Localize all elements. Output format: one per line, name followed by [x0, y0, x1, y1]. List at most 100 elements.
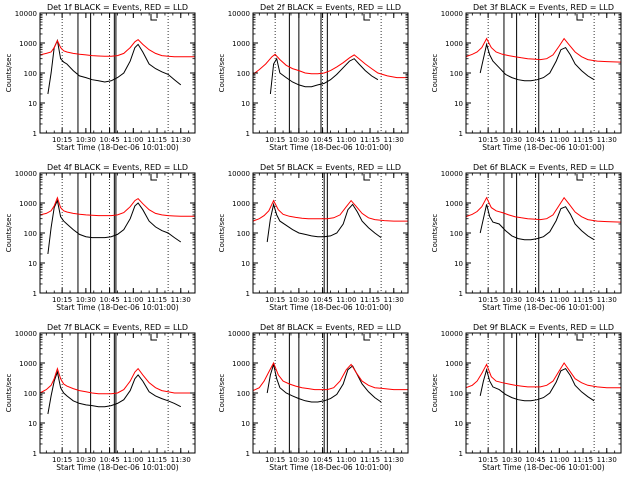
x-tick-label: 10:30: [502, 296, 522, 304]
y-tick-label: 100: [450, 70, 463, 78]
y-tick-label: 1000: [19, 40, 37, 48]
x-axis-label: Start Time (18-Dec-06 10:01:00): [482, 143, 604, 152]
x-tick-label: 10:30: [289, 456, 309, 464]
x-axis-label: Start Time (18-Dec-06 10:01:00): [269, 463, 391, 472]
y-tick-label: 100: [237, 390, 250, 398]
y-tick-label: 1: [246, 290, 250, 298]
x-axis-label: Start Time (18-Dec-06 10:01:00): [269, 303, 391, 312]
x-tick-label: 10:45: [312, 456, 332, 464]
panel-det-8: 1 10 100 1000 10000 10:15 10:30 10:45 11:00 11:15…: [218, 323, 409, 472]
x-tick-label: 10:15: [265, 456, 285, 464]
x-tick-label: 10:45: [99, 296, 119, 304]
panel-title: Det 6f BLACK = Events, RED = LLD: [473, 163, 614, 172]
x-tick-label: 10:15: [265, 296, 285, 304]
x-tick-label: 10:15: [52, 296, 72, 304]
y-tick-label: 10: [28, 100, 37, 108]
panel-title: Det 9f BLACK = Events, RED = LLD: [473, 323, 614, 332]
lld-series-line: [253, 199, 408, 222]
y-tick-label: 10: [454, 100, 463, 108]
x-tick-label: 10:45: [99, 136, 119, 144]
x-tick-label: 10:45: [525, 136, 545, 144]
x-tick-label: 11:15: [147, 136, 167, 144]
y-tick-label: 10: [454, 260, 463, 268]
y-tick-label: 1000: [19, 200, 37, 208]
corner-mark: [363, 174, 370, 181]
x-tick-label: 11:15: [147, 456, 167, 464]
panel-title: Det 7f BLACK = Events, RED = LLD: [47, 323, 188, 332]
x-tick-label: 11:30: [597, 456, 617, 464]
panel-det-6: 1 10 100 1000 10000 10:15 10:30 10:45 11:00 11:15…: [431, 163, 622, 312]
plot-frame: [252, 172, 409, 294]
x-axis-label: Start Time (18-Dec-06 10:01:00): [482, 303, 604, 312]
events-series-line: [47, 38, 182, 95]
x-tick-label: 11:15: [573, 456, 593, 464]
panel-title: Det 3f BLACK = Events, RED = LLD: [473, 3, 614, 12]
y-axis-label: Counts/sec: [218, 54, 226, 93]
panel-title: Det 2f BLACK = Events, RED = LLD: [260, 3, 401, 12]
events-series-line: [266, 362, 382, 403]
plot-frame: [252, 332, 409, 454]
y-axis-label: Counts/sec: [431, 54, 439, 93]
events-series-line: [47, 370, 182, 415]
x-tick-label: 11:15: [147, 296, 167, 304]
corner-mark: [363, 14, 370, 21]
x-tick-label: 11:00: [549, 296, 569, 304]
x-tick-label: 10:15: [478, 296, 498, 304]
y-tick-label: 10000: [228, 10, 250, 18]
y-tick-label: 10: [241, 260, 250, 268]
y-axis-label: Counts/sec: [5, 214, 13, 253]
x-tick-label: 10:15: [478, 456, 498, 464]
panel-title: Det 4f BLACK = Events, RED = LLD: [47, 163, 188, 172]
panel-det-7: 1 10 100 1000 10000 10:15 10:30 10:45 11:00 11:15…: [5, 323, 196, 472]
x-tick-label: 11:00: [549, 136, 569, 144]
panel-det-2: 1 10 100 1000 10000 10:15 10:30 10:45 11:00 11:15…: [218, 3, 409, 152]
series-group: [40, 38, 195, 95]
y-axis-label: Counts/sec: [5, 54, 13, 93]
x-tick-label: 11:00: [336, 136, 356, 144]
y-axis-label: Counts/sec: [5, 374, 13, 413]
series-group: [40, 196, 195, 255]
y-tick-label: 100: [450, 390, 463, 398]
lld-series-line: [40, 38, 195, 58]
panel-det-4: 1 10 100 1000 10000 10:15 10:30 10:45 11:00 11:15…: [5, 163, 196, 312]
y-tick-label: 1000: [445, 40, 463, 48]
panel-det-9: 1 10 100 1000 10000 10:15 10:30 10:45 11:00 11:15…: [431, 323, 622, 472]
y-tick-label: 10: [241, 100, 250, 108]
x-tick-label: 10:30: [502, 456, 522, 464]
y-tick-label: 1: [459, 130, 463, 138]
series-group: [253, 361, 408, 403]
y-tick-label: 100: [24, 390, 37, 398]
y-tick-label: 100: [24, 70, 37, 78]
lld-series-line: [253, 53, 408, 79]
y-tick-label: 100: [24, 230, 37, 238]
y-tick-label: 100: [450, 230, 463, 238]
lld-series-line: [253, 361, 408, 392]
events-series-line: [479, 367, 595, 402]
lld-series-line: [466, 37, 621, 63]
corner-mark: [576, 14, 583, 21]
lld-series-line: [466, 196, 621, 223]
series-group: [253, 53, 408, 95]
x-tick-label: 11:15: [360, 296, 380, 304]
x-axis-label: Start Time (18-Dec-06 10:01:00): [269, 143, 391, 152]
corner-mark: [150, 14, 157, 21]
events-series-line: [47, 198, 182, 255]
series-group: [40, 366, 195, 415]
x-tick-label: 10:30: [76, 296, 96, 304]
x-tick-label: 11:15: [573, 136, 593, 144]
x-tick-label: 11:30: [384, 456, 404, 464]
x-tick-label: 10:45: [312, 296, 332, 304]
lld-series-line: [40, 196, 195, 217]
x-tick-label: 10:15: [265, 136, 285, 144]
x-axis-label: Start Time (18-Dec-06 10:01:00): [482, 463, 604, 472]
x-tick-label: 11:30: [171, 296, 191, 304]
corner-mark: [150, 174, 157, 181]
y-tick-label: 10: [454, 420, 463, 428]
x-tick-label: 11:00: [123, 296, 143, 304]
corner-mark: [576, 174, 583, 181]
panel-title: Det 1f BLACK = Events, RED = LLD: [47, 3, 188, 12]
x-tick-label: 10:45: [525, 296, 545, 304]
x-tick-label: 10:30: [289, 136, 309, 144]
x-axis-label: Start Time (18-Dec-06 10:01:00): [56, 143, 178, 152]
